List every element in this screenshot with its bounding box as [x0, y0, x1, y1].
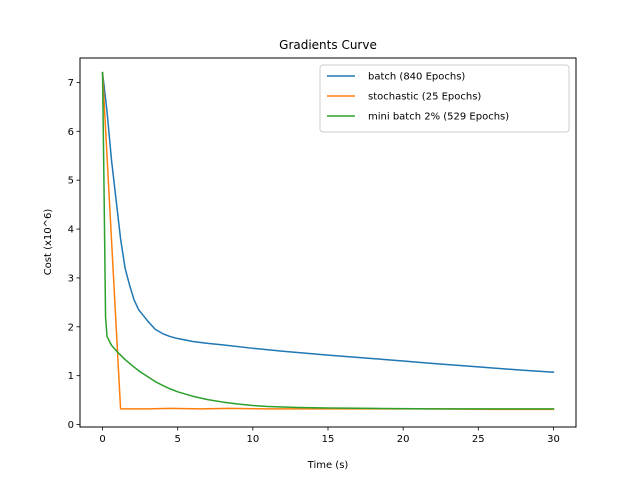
x-tick-label: 20: [397, 434, 410, 445]
x-axis-label: Time (s): [307, 460, 349, 471]
legend-label-2: stochastic (25 Epochs): [368, 92, 481, 103]
x-tick-label: 10: [246, 434, 259, 445]
x-tick-label: 15: [322, 434, 335, 445]
plot-lines: [101, 71, 555, 411]
legend: batch (840 Epochs) stochastic (25 Epochs)…: [319, 64, 570, 133]
y-tick-label: 0: [68, 420, 74, 431]
x-tick-label: 0: [99, 434, 105, 445]
x-tick-label: 25: [472, 434, 485, 445]
legend-label-1: batch (840 Epochs): [368, 72, 465, 83]
x-tick-label: 5: [175, 434, 181, 445]
legend-label-3: mini batch 2% (529 Epochs): [368, 112, 509, 123]
x-tick-label: 30: [547, 434, 560, 445]
series-line-1: [101, 71, 555, 374]
y-tick-label: 3: [68, 273, 74, 284]
series-line-3: [101, 71, 555, 410]
chart-title: Gradients Curve: [279, 38, 377, 52]
y-tick-label: 2: [68, 322, 74, 333]
y-tick-label: 6: [68, 127, 74, 138]
y-tick-label: 4: [68, 225, 74, 236]
x-axis-ticks: 0 5 10 15 20 25 30: [99, 427, 560, 445]
legend-box: [319, 64, 570, 133]
y-axis-label: Cost (x10^6): [43, 209, 54, 276]
y-tick-label: 1: [68, 371, 74, 382]
y-tick-label: 7: [68, 78, 74, 89]
y-tick-label: 5: [68, 176, 74, 187]
y-axis-ticks: 0 1 2 3 4 5 6 7: [68, 78, 80, 431]
